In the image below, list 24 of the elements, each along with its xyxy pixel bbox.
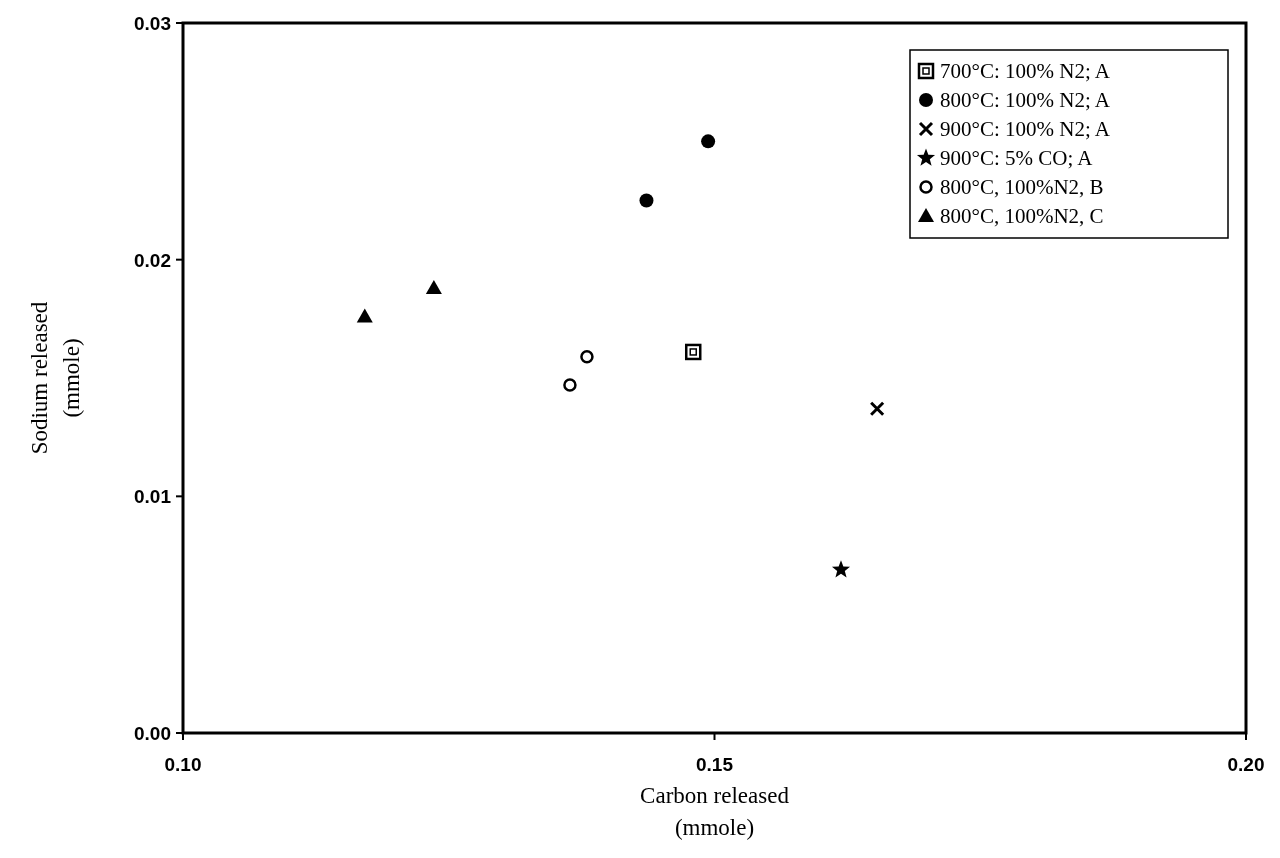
x-axis-title: Carbon released (mmole) [640,783,790,840]
point [356,308,373,323]
legend-label: 900°C: 5% CO; A [940,146,1094,170]
point [684,343,702,361]
point [831,560,851,578]
point [425,280,442,295]
y-tick-label: 0.01 [134,486,172,508]
legend-label: 800°C, 100%N2, B [940,175,1104,199]
legend-label: 800°C: 100% N2; A [940,88,1111,112]
y-tick-label: 0.02 [134,249,171,271]
point [580,349,594,364]
legend-label: 700°C: 100% N2; A [940,59,1111,83]
point [869,401,885,417]
x-tick-label: 0.15 [696,754,734,775]
point [639,193,654,208]
x-tick-label: 0.10 [164,754,202,775]
y-tick-label: 0.03 [134,13,171,34]
legend-label: 900°C: 100% N2; A [940,117,1111,141]
point [701,134,716,149]
point [563,378,577,392]
x-tick-label: 0.20 [1227,754,1265,775]
legend-label: 800°C, 100%N2, C [940,204,1104,228]
y-axis-title: Sodium released (mmole) [27,301,84,455]
y-tick-label: 0.00 [134,723,171,744]
